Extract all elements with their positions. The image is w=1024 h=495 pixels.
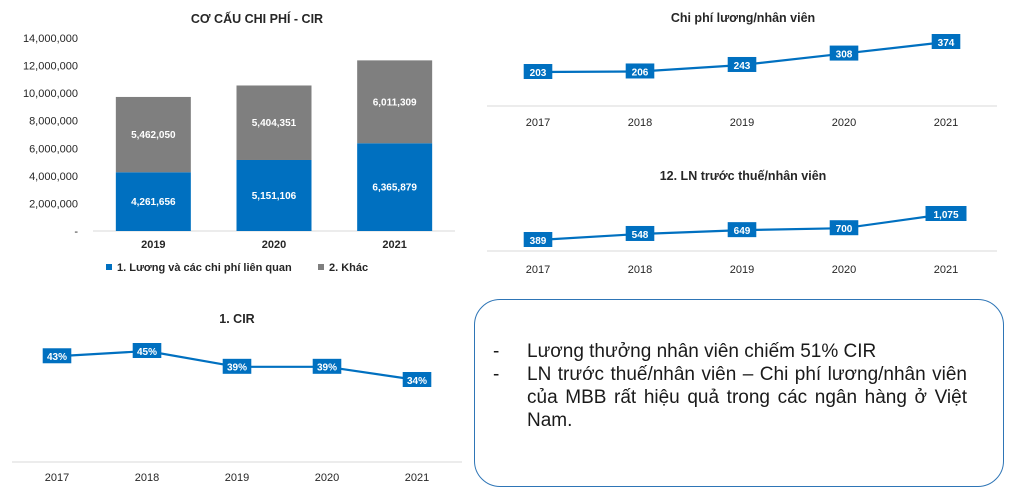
data-label: 206 bbox=[632, 67, 649, 78]
x-tick-label: 2019 bbox=[730, 264, 754, 276]
cost-structure-chart: CƠ CẤU CHI PHÍ - CIR 14,000,000 12,000,00… bbox=[23, 11, 455, 274]
bar-segment bbox=[115, 96, 191, 173]
data-label-box bbox=[402, 372, 432, 387]
y-tick-label: 10,000,000 bbox=[23, 88, 78, 100]
data-label-box bbox=[132, 343, 162, 358]
data-label: 308 bbox=[836, 49, 853, 60]
legend-swatch bbox=[318, 264, 324, 270]
data-label: 45% bbox=[137, 347, 157, 358]
data-label: 5,462,050 bbox=[131, 130, 176, 141]
x-tick-label: 2019 bbox=[225, 472, 249, 484]
salary-per-employee-chart: Chi phí lương/nhân viên 203 2017 206 2018 24… bbox=[487, 11, 997, 129]
data-label: 4,261,656 bbox=[131, 197, 176, 208]
data-label: 5,151,106 bbox=[252, 191, 297, 202]
x-tick-label: 2021 bbox=[382, 239, 406, 251]
data-label-box bbox=[625, 225, 655, 241]
x-tick-label: 2018 bbox=[628, 117, 652, 129]
y-tick-label: 12,000,000 bbox=[23, 61, 78, 73]
legend-label: 1. Lương và các chi phí liên quan bbox=[117, 262, 292, 274]
commentary-item: - Lương thưởng nhân viên chiếm 51% CIR bbox=[493, 340, 967, 363]
data-label: 6,011,309 bbox=[373, 97, 417, 108]
chart-title: 1. CIR bbox=[219, 312, 254, 326]
data-label-box bbox=[829, 45, 859, 61]
x-tick-label: 2017 bbox=[45, 472, 69, 484]
data-label: 5,404,351 bbox=[252, 118, 297, 129]
data-label: 649 bbox=[734, 226, 751, 237]
y-tick-label: - bbox=[74, 226, 78, 238]
data-label: 243 bbox=[734, 61, 751, 72]
data-label-box bbox=[222, 358, 252, 374]
data-label: 389 bbox=[530, 236, 547, 247]
data-label-box bbox=[931, 34, 961, 49]
x-tick-label: 2018 bbox=[135, 472, 159, 484]
x-tick-label: 2020 bbox=[262, 239, 286, 251]
x-tick-label: 2020 bbox=[832, 264, 856, 276]
data-label-box bbox=[727, 56, 757, 72]
chart-title: Chi phí lương/nhân viên bbox=[671, 11, 815, 25]
data-label: 548 bbox=[632, 230, 649, 241]
x-tick-label: 2020 bbox=[832, 117, 856, 129]
y-tick-label: 4,000,000 bbox=[29, 171, 78, 183]
data-label-box bbox=[727, 222, 757, 238]
data-label: 6,365,879 bbox=[372, 183, 417, 194]
data-label: 700 bbox=[836, 224, 853, 235]
cir-chart: 1. CIR 43% 2017 45% 2018 39% 2019 39% 2020 34% 20… bbox=[12, 312, 462, 484]
x-tick-label: 2020 bbox=[315, 472, 339, 484]
profit-per-employee-chart: 12. LN trước thuế/nhân viên 389 2017 548 20… bbox=[487, 169, 997, 276]
x-tick-label: 2019 bbox=[730, 117, 754, 129]
bar-segment bbox=[357, 143, 433, 231]
bullet-dash: - bbox=[493, 341, 500, 362]
legend-label: 2. Khác bbox=[329, 262, 368, 274]
x-tick-label: 2018 bbox=[628, 264, 652, 276]
bar-segment bbox=[357, 60, 433, 144]
x-tick-label: 2017 bbox=[526, 264, 550, 276]
legend-swatch bbox=[106, 264, 112, 270]
commentary-item: - LN trước thuế/nhân viên – Chi phí lươn… bbox=[493, 363, 967, 432]
x-tick-label: 2019 bbox=[141, 239, 165, 251]
x-tick-label: 2021 bbox=[934, 264, 958, 276]
data-label: 1,075 bbox=[933, 210, 958, 221]
y-tick-label: 2,000,000 bbox=[29, 198, 78, 210]
commentary-list: - Lương thưởng nhân viên chiếm 51% CIR -… bbox=[493, 340, 967, 432]
data-label-box bbox=[829, 220, 859, 236]
y-tick-label: 6,000,000 bbox=[29, 143, 78, 155]
data-label-box bbox=[625, 63, 655, 79]
commentary-box: - Lương thưởng nhân viên chiếm 51% CIR -… bbox=[474, 299, 1004, 487]
chart-title: CƠ CẤU CHI PHÍ - CIR bbox=[191, 11, 323, 26]
x-tick-label: 2017 bbox=[526, 117, 550, 129]
data-label: 34% bbox=[407, 376, 427, 387]
x-tick-label: 2021 bbox=[934, 117, 958, 129]
bar-segment bbox=[115, 172, 191, 231]
commentary-text: LN trước thuế/nhân viên – Chi phí lương/… bbox=[527, 364, 967, 431]
data-label-box bbox=[312, 358, 342, 374]
data-label: 39% bbox=[227, 363, 247, 374]
data-label: 203 bbox=[530, 68, 547, 79]
bar-segment bbox=[236, 159, 312, 231]
x-tick-label: 2021 bbox=[405, 472, 429, 484]
data-label-box bbox=[925, 206, 967, 221]
chart-title: 12. LN trước thuế/nhân viên bbox=[660, 169, 827, 183]
y-tick-label: 14,000,000 bbox=[23, 33, 78, 45]
data-label-box bbox=[523, 232, 553, 247]
commentary-text: Lương thưởng nhân viên chiếm 51% CIR bbox=[527, 341, 877, 362]
data-label: 374 bbox=[938, 38, 955, 49]
data-label: 39% bbox=[317, 363, 337, 374]
y-tick-label: 8,000,000 bbox=[29, 116, 78, 128]
data-label-box bbox=[42, 348, 72, 364]
bar-segment bbox=[236, 85, 312, 160]
bullet-dash: - bbox=[493, 364, 500, 385]
data-label: 43% bbox=[47, 352, 67, 363]
data-label-box bbox=[523, 64, 553, 79]
